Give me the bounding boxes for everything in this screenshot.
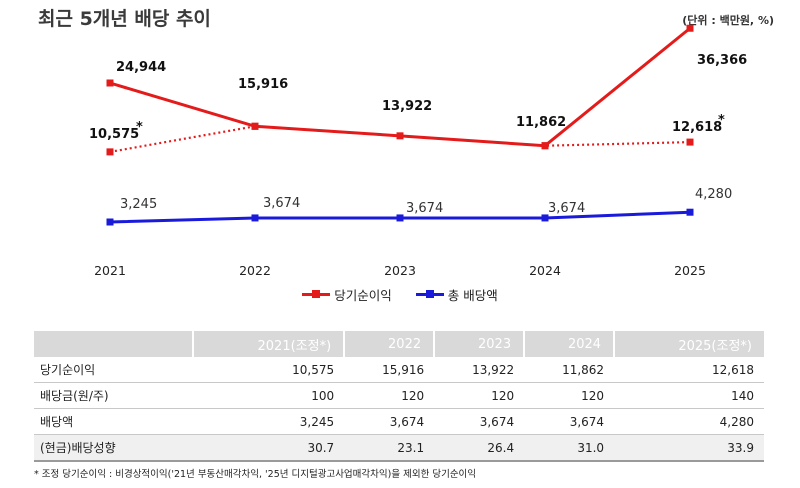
table-header-2021: 2021(조정*): [191, 331, 345, 357]
series-line-0: [109, 27, 691, 148]
table-header-2024: 2024: [523, 331, 615, 357]
table-cell: 10,575: [192, 357, 345, 383]
row-label: (현금)배당성향: [34, 434, 193, 462]
footnote: * 조정 당기순이익 : 비경상적이익('21년 부동산매각차익, '25년 디…: [34, 469, 477, 480]
row-label: 배당금(원/주): [34, 382, 193, 409]
unit-label: (단위 : 백만원, %): [682, 14, 774, 27]
x-tick-label: 2022: [239, 263, 271, 278]
data-label: 3,245: [120, 197, 157, 212]
table-cell: 12,618: [614, 357, 764, 383]
data-point: [541, 142, 549, 150]
data-label: 24,944: [116, 60, 166, 75]
legend-item-dividend: 총 배당액: [415, 285, 498, 304]
data-point: [106, 218, 114, 226]
data-label: 3,674: [406, 201, 443, 216]
data-point: [251, 122, 259, 130]
table-cell: 120: [344, 382, 435, 409]
table-cell: 3,674: [524, 408, 615, 435]
row-label: 당기순이익: [34, 357, 193, 383]
data-label: 15,916: [238, 77, 288, 92]
table-row-dividend: 배당액 3,245 3,674 3,674 3,674 4,280: [34, 408, 764, 435]
legend-swatch-net-income: [302, 290, 331, 298]
table-cell: 120: [524, 382, 615, 409]
table-header-row: 2021(조정*) 2022 2023 2024 2025(조정*): [34, 331, 764, 357]
x-tick-label: 2023: [384, 263, 416, 278]
table-cell: 23.1: [344, 434, 435, 462]
table-row-dps: 배당금(원/주) 100 120 120 120 140: [34, 382, 764, 409]
table-cell: 26.4: [434, 434, 525, 462]
data-label: 10,575: [89, 127, 139, 142]
table-row-payout-ratio: (현금)배당성향 30.7 23.1 26.4 31.0 33.9: [34, 434, 764, 462]
data-point: [686, 138, 694, 146]
table-cell: 15,916: [344, 357, 435, 383]
asterisk-mark: *: [718, 113, 725, 128]
data-label: 36,366: [697, 53, 747, 68]
data-point: [686, 24, 694, 32]
table-header-2025: 2025(조정*): [613, 331, 764, 357]
series-line-1: [109, 125, 691, 153]
data-point: [396, 132, 404, 140]
x-tick-label: 2025: [674, 263, 706, 278]
data-label: 13,922: [382, 99, 432, 114]
data-point: [396, 214, 404, 222]
x-tick-label: 2021: [94, 263, 126, 278]
legend-label-net-income: 당기순이익: [334, 288, 392, 303]
table-cell: 100: [192, 382, 345, 409]
x-tick-label: 2024: [529, 263, 561, 278]
table-row-net-income: 당기순이익 10,575 15,916 13,922 11,862 12,618: [34, 357, 764, 383]
table-cell: 30.7: [192, 434, 345, 462]
legend-item-net-income: 당기순이익: [302, 285, 392, 304]
chart-legend: 당기순이익 총 배당액: [0, 284, 800, 304]
table-cell: 140: [614, 382, 764, 409]
table-header-corner: [34, 331, 193, 357]
data-label: 3,674: [263, 196, 300, 211]
table-cell: 3,245: [192, 408, 345, 435]
table-header-2022: 2022: [343, 331, 435, 357]
data-label: 11,862: [516, 115, 566, 130]
page-title: 최근 5개년 배당 추이: [38, 8, 211, 30]
legend-label-dividend: 총 배당액: [447, 288, 498, 303]
data-label: 12,618: [672, 120, 722, 135]
table-cell: 3,674: [344, 408, 435, 435]
table-cell: 11,862: [524, 357, 615, 383]
table-cell: 4,280: [614, 408, 764, 435]
legend-swatch-dividend: [415, 290, 444, 298]
table-cell: 31.0: [524, 434, 615, 462]
dividend-table-wrap: 2021(조정*) 2022 2023 2024 2025(조정*) 당기순이익…: [34, 331, 764, 462]
data-point: [686, 208, 694, 216]
data-label: 4,280: [695, 187, 732, 202]
data-label: 3,674: [548, 201, 585, 216]
table-cell: 13,922: [434, 357, 525, 383]
table-cell: 33.9: [614, 434, 764, 462]
table-header-2023: 2023: [433, 331, 525, 357]
data-point: [251, 214, 259, 222]
row-label: 배당액: [34, 408, 193, 435]
table-cell: 3,674: [434, 408, 525, 435]
dividend-table: 2021(조정*) 2022 2023 2024 2025(조정*) 당기순이익…: [34, 331, 764, 462]
data-point: [106, 79, 114, 87]
table-cell: 120: [434, 382, 525, 409]
asterisk-mark: *: [136, 120, 143, 135]
data-point: [106, 148, 114, 156]
data-point: [541, 214, 549, 222]
